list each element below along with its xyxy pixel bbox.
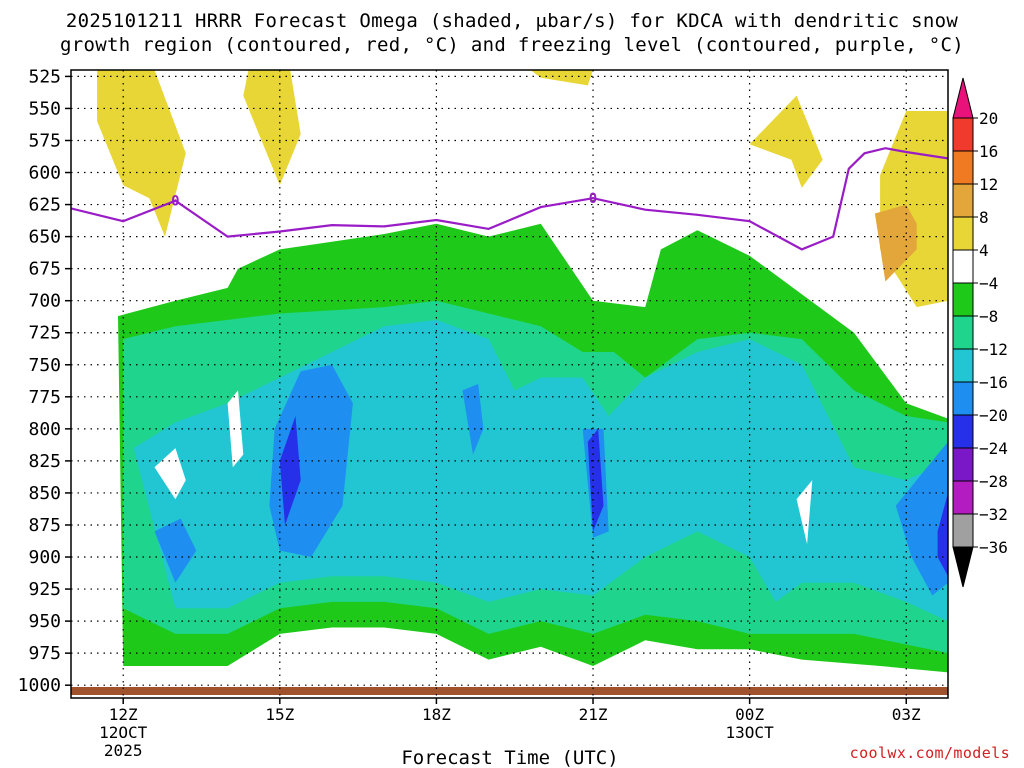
x-tick-label: 18Z bbox=[422, 705, 451, 724]
colorbar-bin bbox=[952, 348, 974, 383]
freezing-level-label: 0 bbox=[171, 194, 179, 210]
y-tick-label: 925 bbox=[28, 579, 61, 600]
colorbar-bin bbox=[952, 183, 974, 218]
colorbar-bin bbox=[952, 480, 974, 515]
colorbar-label: −32 bbox=[979, 505, 1008, 524]
omega-region-11 bbox=[462, 384, 484, 455]
freezing-level-label: 0 bbox=[589, 191, 597, 207]
x-tick-label: 21Z bbox=[579, 705, 608, 724]
colorbar-bin bbox=[952, 315, 974, 350]
colorbar-top-arrow bbox=[952, 77, 974, 119]
colorbar-label: 20 bbox=[979, 109, 998, 128]
y-tick-label: 700 bbox=[28, 291, 61, 312]
x-tick-sublabel: 12OCT bbox=[99, 723, 148, 742]
x-tick-label: 12Z bbox=[109, 705, 138, 724]
y-tick-label: 625 bbox=[28, 195, 61, 216]
colorbar-bin bbox=[952, 150, 974, 185]
freezing-level-line bbox=[71, 147, 948, 251]
y-tick-label: 900 bbox=[28, 547, 61, 568]
y-tick-label: 950 bbox=[28, 611, 61, 632]
omega-region-13 bbox=[895, 441, 948, 596]
y-tick-label: 1000 bbox=[18, 675, 61, 696]
colorbar-bin bbox=[952, 513, 974, 548]
y-tick-label: 775 bbox=[28, 387, 61, 408]
chart-title-line-1: 2025101211 HRRR Forecast Omega (shaded, … bbox=[65, 10, 959, 32]
y-tick-label: 675 bbox=[28, 259, 61, 280]
omega-region-15 bbox=[587, 428, 604, 532]
colorbar-label: 16 bbox=[979, 142, 998, 161]
colorbar-bin bbox=[952, 414, 974, 449]
omega-region-0 bbox=[97, 70, 186, 237]
colorbar-label: −4 bbox=[979, 274, 998, 293]
omega-region-16 bbox=[937, 492, 948, 577]
omega-region-1 bbox=[243, 70, 301, 186]
x-tick-label: 00Z bbox=[735, 705, 764, 724]
x-tick-label: 15Z bbox=[265, 705, 294, 724]
x-tick-sublabel: 2025 bbox=[104, 741, 143, 760]
y-tick-label: 575 bbox=[28, 130, 61, 151]
colorbar-label: −16 bbox=[979, 373, 1008, 392]
omega-region-5 bbox=[874, 204, 917, 282]
plot-frame bbox=[70, 69, 949, 699]
colorbar-bin bbox=[952, 447, 974, 482]
omega-region-19 bbox=[796, 480, 813, 545]
colorbar-label: 4 bbox=[979, 241, 989, 260]
y-tick-label: 650 bbox=[28, 227, 61, 248]
omega-region-2 bbox=[530, 70, 593, 86]
colorbar-label: −28 bbox=[979, 472, 1008, 491]
colorbar-label: −20 bbox=[979, 406, 1008, 425]
colorbar-bottom-arrow bbox=[952, 546, 974, 588]
y-tick-label: 550 bbox=[28, 98, 61, 119]
colorbar-label: 12 bbox=[979, 175, 998, 194]
terrain-bar bbox=[71, 687, 948, 695]
x-tick-sublabel: 13OCT bbox=[726, 723, 775, 742]
omega-region-3 bbox=[749, 95, 823, 188]
colorbar-label: −12 bbox=[979, 340, 1008, 359]
site-credit: coolwx.com/models bbox=[849, 744, 1010, 762]
colorbar-label: 8 bbox=[979, 208, 989, 227]
omega-region-18 bbox=[227, 390, 244, 468]
y-tick-label: 600 bbox=[28, 163, 61, 184]
y-tick-label: 750 bbox=[28, 355, 61, 376]
y-tick-label: 825 bbox=[28, 451, 61, 472]
omega-region-14 bbox=[279, 416, 301, 525]
y-tick-label: 725 bbox=[28, 323, 61, 344]
colorbar-bin bbox=[952, 282, 974, 317]
y-tick-label: 850 bbox=[28, 483, 61, 504]
colorbar-bin bbox=[952, 117, 974, 152]
colorbar-label: −24 bbox=[979, 439, 1008, 458]
x-axis-label: Forecast Time (UTC) bbox=[401, 747, 618, 768]
x-tick-label: 03Z bbox=[892, 705, 921, 724]
y-tick-label: 525 bbox=[28, 66, 61, 87]
colorbar-bin bbox=[952, 249, 974, 284]
y-tick-label: 975 bbox=[28, 643, 61, 664]
chart-title-line-2: growth region (contoured, red, °C) and f… bbox=[60, 34, 964, 56]
y-tick-label: 800 bbox=[28, 419, 61, 440]
colorbar-label: −36 bbox=[979, 538, 1008, 557]
colorbar-label: −8 bbox=[979, 307, 998, 326]
colorbar-bin bbox=[952, 381, 974, 416]
y-tick-label: 875 bbox=[28, 515, 61, 536]
colorbar-bin bbox=[952, 216, 974, 251]
omega-region-9 bbox=[154, 518, 197, 583]
